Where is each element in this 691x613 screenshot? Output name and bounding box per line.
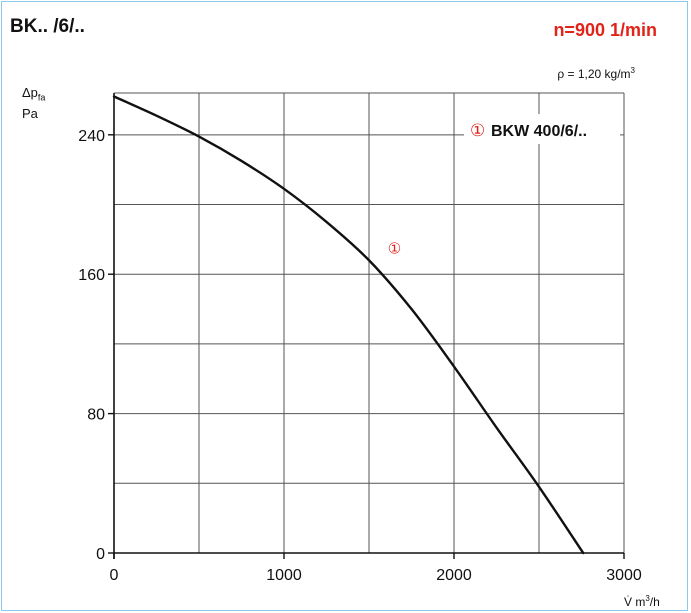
x-axis-unit: /h bbox=[649, 595, 660, 609]
x-tick-label: 3000 bbox=[606, 567, 642, 584]
x-axis-exponent: 3 bbox=[645, 594, 650, 603]
y-axis-unit: Pa bbox=[22, 105, 38, 121]
legend-label: BKW 400/6/.. bbox=[491, 123, 587, 140]
curve-marker: ① bbox=[388, 239, 401, 257]
density-text: ρ = 1,20 kg/m bbox=[557, 67, 631, 81]
chart-title: BK.. /6/.. bbox=[10, 16, 85, 37]
legend-marker: ① bbox=[470, 121, 485, 141]
x-axis-label: V̇ m3/h bbox=[624, 594, 660, 609]
x-axis-symbol: V̇ m bbox=[624, 595, 646, 609]
x-tick-label: 1000 bbox=[266, 567, 302, 584]
y-tick-label: 0 bbox=[96, 546, 105, 563]
y-axis-label: Δpfa Pa bbox=[22, 85, 45, 122]
x-tick-label: 0 bbox=[110, 567, 119, 584]
speed-label: n=900 1/min bbox=[553, 20, 657, 40]
y-axis-symbol: Δpfa bbox=[22, 85, 45, 106]
legend-background bbox=[464, 114, 620, 144]
y-axis-symbol-base: Δp bbox=[22, 85, 38, 100]
density-exponent: 3 bbox=[630, 66, 635, 75]
y-tick-label: 160 bbox=[78, 267, 105, 284]
y-tick-label: 240 bbox=[78, 128, 105, 145]
y-tick-label: 80 bbox=[87, 407, 105, 424]
density-label: ρ = 1,20 kg/m3 bbox=[557, 66, 635, 81]
series-line-bkw-400 bbox=[112, 95, 585, 555]
x-tick-label: 2000 bbox=[436, 567, 472, 584]
y-axis-symbol-sub: fa bbox=[37, 92, 46, 103]
